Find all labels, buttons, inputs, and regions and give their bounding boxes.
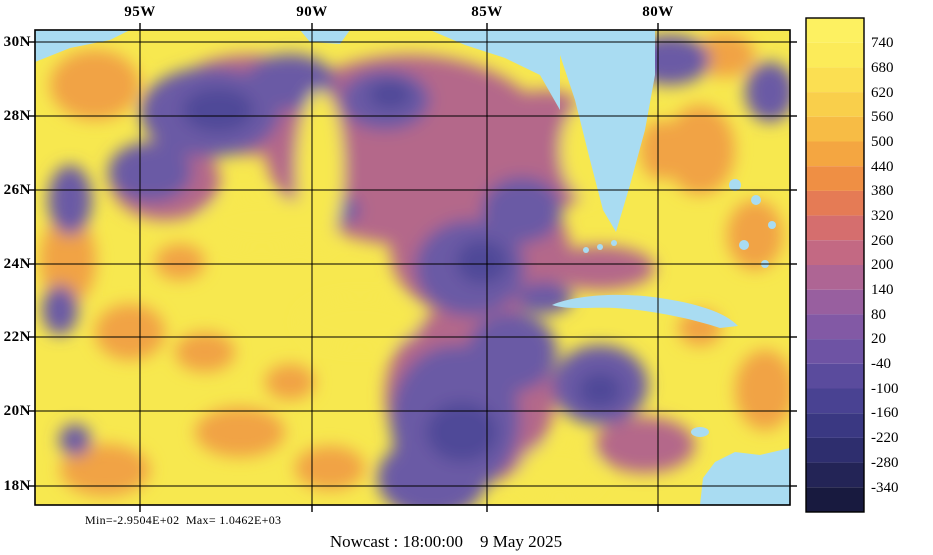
- colorbar-tick: 680: [871, 60, 894, 76]
- lon-label-95w: 95W: [124, 4, 156, 20]
- land-north-coast-west: [35, 30, 130, 62]
- colorbar-tick: -220: [871, 430, 899, 446]
- lat-label-22n: 22N: [3, 329, 31, 345]
- axis-ticks: [28, 23, 797, 512]
- colorbar-tick: -40: [871, 356, 891, 372]
- colorbar-tick: -100: [871, 381, 899, 397]
- lat-label-28n: 28N: [3, 108, 31, 124]
- lon-label-90w: 90W: [296, 4, 328, 20]
- colorbar-tick: -160: [871, 405, 899, 421]
- land-mask: [35, 30, 790, 505]
- land-southeast-corner: [700, 448, 790, 505]
- land-north-coast-east: [430, 30, 560, 110]
- colorbar-tick: 200: [871, 257, 894, 273]
- lat-label-24n: 24N: [3, 256, 31, 272]
- yellow-vein-blobs: [204, 90, 616, 498]
- lat-label-20n: 20N: [3, 403, 31, 419]
- colorbar-tick: 620: [871, 85, 894, 101]
- nowcast-caption: Nowcast : 18:00:00 9 May 2025: [329, 532, 563, 551]
- land-jamaica: [691, 427, 709, 437]
- colorbar-tick: 20: [871, 331, 886, 347]
- colorbar-tick: 440: [871, 159, 894, 175]
- data-field: [35, 30, 790, 505]
- colorbar-tick: -280: [871, 455, 899, 471]
- colorbar-tick: 320: [871, 208, 894, 224]
- colorbar-tick: 500: [871, 134, 894, 150]
- map-border: [34, 29, 791, 506]
- deep-purple-blobs: [182, 81, 622, 462]
- colorbar-tick: 260: [871, 233, 894, 249]
- field-blobs: [40, 33, 790, 505]
- lat-label-18n: 18N: [3, 478, 31, 494]
- land-bahamas: [729, 179, 776, 268]
- land-cuba: [552, 294, 738, 328]
- colorbar-tick: 380: [871, 183, 894, 199]
- land-florida-keys: [583, 240, 617, 253]
- colorbar-tick: 80: [871, 307, 886, 323]
- colorbar-tick: 740: [871, 35, 894, 51]
- land-florida: [560, 30, 655, 232]
- minmax-stats: Min=-2.9504E+02 Max= 1.0462E+03: [85, 513, 282, 527]
- grid-lines: [35, 30, 790, 505]
- colorbar-tick: 560: [871, 109, 894, 125]
- lon-label-85w: 85W: [471, 4, 503, 20]
- colorbar-tick: 140: [871, 282, 894, 298]
- colorbar-border: [805, 17, 865, 513]
- lat-label-30n: 30N: [3, 34, 31, 50]
- colorbar-tick: -340: [871, 480, 899, 496]
- lon-label-80w: 80W: [642, 4, 674, 20]
- lat-label-26n: 26N: [3, 182, 31, 198]
- colorbar: [805, 17, 865, 513]
